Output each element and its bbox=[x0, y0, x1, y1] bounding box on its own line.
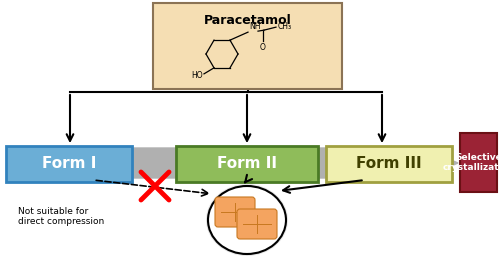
Text: CH₃: CH₃ bbox=[278, 22, 292, 31]
Text: Form I: Form I bbox=[42, 157, 96, 172]
FancyBboxPatch shape bbox=[176, 146, 318, 182]
Text: Paracetamol: Paracetamol bbox=[204, 15, 292, 27]
FancyArrow shape bbox=[8, 148, 458, 178]
Text: O: O bbox=[260, 43, 266, 52]
FancyBboxPatch shape bbox=[215, 197, 255, 227]
Text: HO: HO bbox=[192, 71, 203, 80]
FancyBboxPatch shape bbox=[153, 3, 342, 89]
Ellipse shape bbox=[206, 184, 288, 256]
Text: Form III: Form III bbox=[356, 157, 422, 172]
FancyBboxPatch shape bbox=[6, 146, 132, 182]
FancyBboxPatch shape bbox=[237, 209, 277, 239]
FancyBboxPatch shape bbox=[326, 146, 452, 182]
Text: Selective
crystallization: Selective crystallization bbox=[442, 153, 500, 172]
Text: Not suitable for
direct compression: Not suitable for direct compression bbox=[18, 207, 104, 227]
Ellipse shape bbox=[208, 186, 286, 254]
Text: NH: NH bbox=[249, 22, 260, 31]
Text: Form II: Form II bbox=[217, 157, 277, 172]
FancyBboxPatch shape bbox=[460, 133, 497, 192]
